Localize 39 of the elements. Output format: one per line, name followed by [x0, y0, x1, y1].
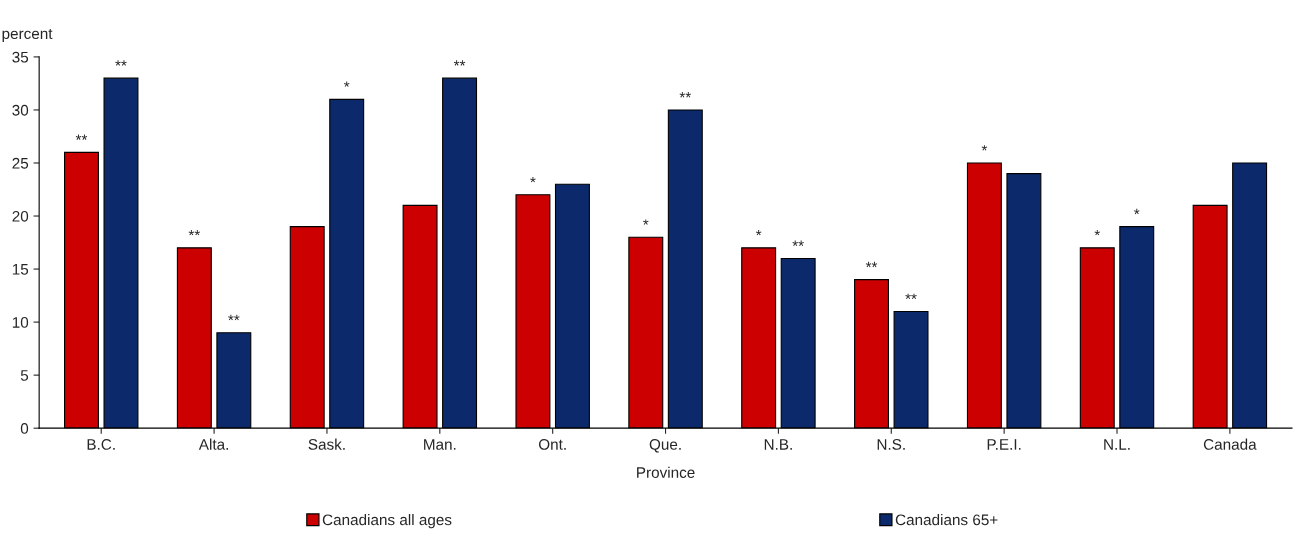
data-label: *	[981, 145, 988, 151]
data-label: **	[679, 92, 692, 98]
y-axis-title: percent	[2, 29, 53, 43]
x-tick-label: P.E.I.	[987, 439, 1021, 450]
x-tick-label: N.L.	[1104, 439, 1130, 450]
data-label: *	[643, 219, 649, 225]
y-tick-label: 5	[20, 370, 29, 381]
x-tick-label: Canada	[1203, 438, 1257, 450]
y-tick-label: 35	[12, 51, 29, 63]
y-tick-label: 0	[20, 423, 29, 434]
y-tick-label: 30	[12, 104, 29, 116]
data-label: **	[115, 60, 127, 66]
data-label: **	[75, 134, 88, 140]
x-axis-title: Province	[637, 466, 695, 478]
data-label: *	[1134, 208, 1140, 215]
x-tick-label: Ont.	[538, 439, 566, 450]
y-tick-label: 20	[12, 210, 29, 222]
legend-label: Canadians 65+	[895, 514, 998, 526]
data-label: *	[755, 230, 762, 236]
x-tick-label: N.B.	[764, 439, 792, 450]
data-label: **	[228, 314, 240, 321]
data-label: **	[188, 230, 201, 236]
data-label: **	[905, 293, 917, 300]
x-tick-label: Alta.	[198, 438, 228, 450]
data-label: **	[792, 240, 804, 246]
y-tick-label: 15	[12, 264, 29, 275]
x-tick-label: Que.	[649, 439, 681, 453]
data-label: *	[1094, 230, 1100, 236]
y-tick-label: 25	[12, 157, 29, 169]
data-label: **	[453, 60, 466, 66]
x-tick-label: N.S.	[877, 439, 905, 450]
data-label: *	[530, 176, 536, 183]
data-label: *	[343, 81, 350, 87]
y-tick-label: 10	[12, 316, 29, 328]
data-label: **	[865, 261, 878, 268]
legend-label: Canadians all ages	[322, 514, 452, 529]
x-tick-label: B.C.	[87, 439, 115, 450]
x-tick-label: Sask.	[308, 438, 345, 450]
x-tick-label: Man.	[424, 439, 456, 450]
